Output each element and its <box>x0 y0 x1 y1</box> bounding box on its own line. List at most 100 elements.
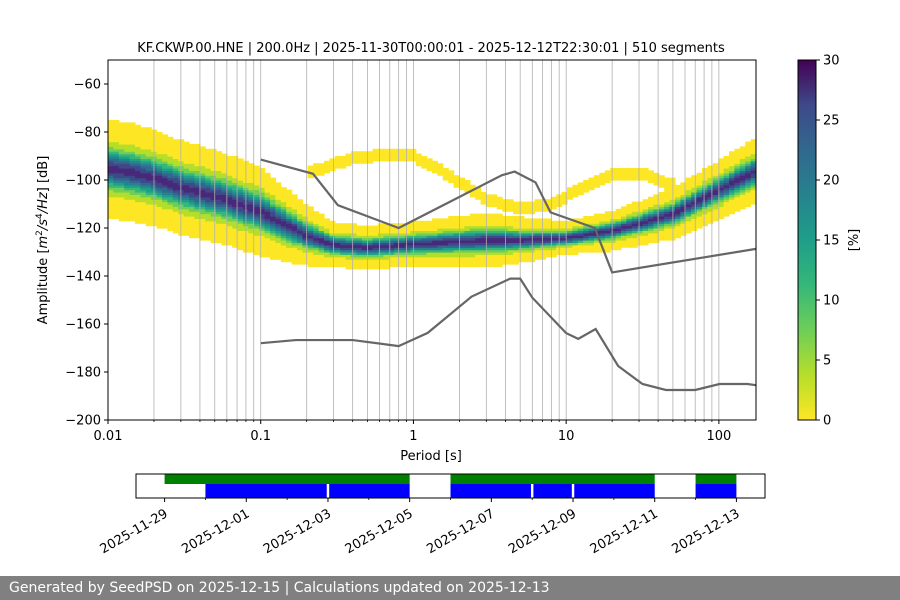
heatmap-cell <box>588 242 595 246</box>
heatmap-cell <box>513 256 519 260</box>
heatmap-cell <box>118 163 125 167</box>
heatmap-cell <box>621 218 627 222</box>
heatmap-cell <box>399 256 406 260</box>
heatmap-cell <box>167 146 174 150</box>
heatmap-cell <box>685 177 692 181</box>
heatmap-cell <box>372 232 379 236</box>
heatmap-cell <box>469 264 476 267</box>
heatmap-cell <box>124 199 131 203</box>
heatmap-cell <box>351 259 357 263</box>
heatmap-cell <box>167 139 174 143</box>
heatmap-cell <box>367 252 374 255</box>
heatmap-cell <box>135 177 141 181</box>
heatmap-cell <box>637 240 644 243</box>
heatmap-cell <box>313 252 320 255</box>
heatmap-cell <box>432 247 438 251</box>
heatmap-cell <box>183 199 190 203</box>
heatmap-cell <box>691 204 698 207</box>
heatmap-cell <box>297 242 303 246</box>
heatmap-cell <box>496 240 503 243</box>
heatmap-cell <box>286 228 293 231</box>
heatmap-cell <box>518 232 525 236</box>
heatmap-cell <box>118 187 125 191</box>
heatmap-cell <box>351 230 357 234</box>
heatmap-cell <box>675 189 681 193</box>
heatmap-cell <box>172 153 179 157</box>
heatmap-cell <box>210 187 217 191</box>
heatmap-cell <box>437 232 444 236</box>
heatmap-cell <box>183 148 190 152</box>
heatmap-cell <box>604 213 611 217</box>
heatmap-cell <box>459 177 465 181</box>
heatmap-cell <box>307 206 314 210</box>
heatmap-cell <box>210 220 217 224</box>
heatmap-cell <box>286 237 293 241</box>
heatmap-cell <box>750 177 756 181</box>
heatmap-cell <box>577 225 584 229</box>
heatmap-cell <box>691 228 698 231</box>
heatmap-cell <box>291 225 298 229</box>
heatmap-cell <box>210 192 217 195</box>
heatmap-cell <box>216 218 222 222</box>
heatmap-cell <box>453 182 460 186</box>
heatmap-cell <box>226 230 233 234</box>
heatmap-cell <box>129 172 136 176</box>
heatmap-cell <box>437 254 444 258</box>
heatmap-cell <box>297 261 303 265</box>
heatmap-cell <box>264 225 271 229</box>
heatmap-cell <box>216 223 222 227</box>
heatmap-cell <box>329 220 336 224</box>
heatmap-cell <box>653 220 660 224</box>
heatmap-cell <box>469 261 476 265</box>
heatmap-cell <box>194 235 201 239</box>
heatmap-cell <box>750 194 756 198</box>
heatmap-cell <box>729 158 735 162</box>
heatmap-cell <box>156 211 163 215</box>
heatmap-cell <box>351 156 357 159</box>
heatmap-cell <box>334 158 341 162</box>
heatmap-cell <box>750 189 756 193</box>
heatmap-cell <box>626 211 633 215</box>
heatmap-cell <box>113 122 120 126</box>
availability-bar <box>450 474 655 484</box>
heatmap-cell <box>275 240 282 243</box>
heatmap-cell <box>594 237 600 241</box>
heatmap-cell <box>361 228 368 231</box>
heatmap-cell <box>685 194 692 198</box>
heatmap-cell <box>448 242 455 246</box>
heatmap-cell <box>189 177 195 181</box>
heatmap-cell <box>459 230 465 234</box>
heatmap-cell <box>475 216 482 219</box>
heatmap-cell <box>378 266 384 270</box>
y-tick-label: −60 <box>74 78 101 93</box>
heatmap-cell <box>367 158 374 162</box>
heatmap-cell <box>307 172 314 176</box>
heatmap-cell <box>216 168 222 171</box>
heatmap-cell <box>210 237 217 241</box>
heatmap-cell <box>118 192 125 195</box>
heatmap-cell <box>194 156 201 159</box>
heatmap-cell <box>648 220 654 224</box>
heatmap-cell <box>194 199 201 203</box>
heatmap-cell <box>459 247 465 251</box>
heatmap-cell <box>210 165 217 169</box>
heatmap-cell <box>253 223 260 227</box>
heatmap-cell <box>248 180 255 183</box>
heatmap-cell <box>324 168 330 171</box>
heatmap-cell <box>648 208 654 212</box>
heatmap-cell <box>550 232 557 236</box>
heatmap-cell <box>226 163 233 167</box>
heatmap-cell <box>156 136 163 140</box>
heatmap-cell <box>437 172 444 176</box>
heatmap-cell <box>507 259 514 263</box>
heatmap-cell <box>723 199 730 203</box>
heatmap-cell <box>534 237 541 241</box>
heatmap-cell <box>162 220 168 224</box>
heatmap-cell <box>280 216 287 219</box>
heatmap-cell <box>194 211 201 215</box>
heatmap-cell <box>291 254 298 258</box>
heatmap-cell <box>156 156 163 159</box>
heatmap-cell <box>383 256 390 260</box>
heatmap-cell <box>140 208 147 212</box>
heatmap-cell <box>491 244 498 248</box>
